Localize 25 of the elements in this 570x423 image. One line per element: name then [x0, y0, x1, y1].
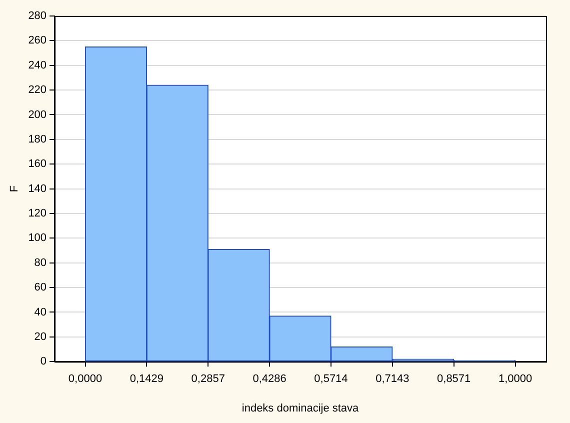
y-tick-label: 260	[28, 34, 47, 47]
y-tick-label: 80	[34, 256, 47, 269]
y-tick-label: 0	[40, 356, 47, 368]
y-axis-title: F	[8, 185, 21, 192]
y-tick-label: 220	[28, 84, 47, 96]
x-tick-label: 0,7143	[376, 373, 410, 386]
y-tick-label: 200	[28, 108, 47, 121]
y-tick-label: 180	[28, 133, 47, 146]
x-tick-label: 0,8571	[437, 373, 471, 386]
x-tick-label: 0,0000	[68, 373, 102, 386]
y-tick-label: 140	[28, 182, 47, 195]
y-tick-label: 40	[34, 306, 47, 318]
x-tick-label: 1,0000	[498, 373, 532, 386]
y-tick-label: 20	[34, 330, 47, 343]
x-axis-title: indeks dominacije stava	[242, 402, 360, 414]
y-tick-label: 120	[28, 208, 47, 220]
x-tick-label: 0,2857	[191, 373, 225, 386]
y-tick-label: 280	[28, 10, 47, 22]
x-tick-label: 0,1429	[130, 373, 164, 386]
y-tick-label: 60	[34, 282, 47, 294]
y-tick-label: 160	[28, 158, 47, 170]
x-tick-label: 0,4286	[252, 373, 286, 386]
y-tick-label: 100	[28, 232, 47, 244]
x-tick-label: 0,5714	[314, 373, 348, 386]
y-tick-label: 240	[28, 59, 47, 72]
